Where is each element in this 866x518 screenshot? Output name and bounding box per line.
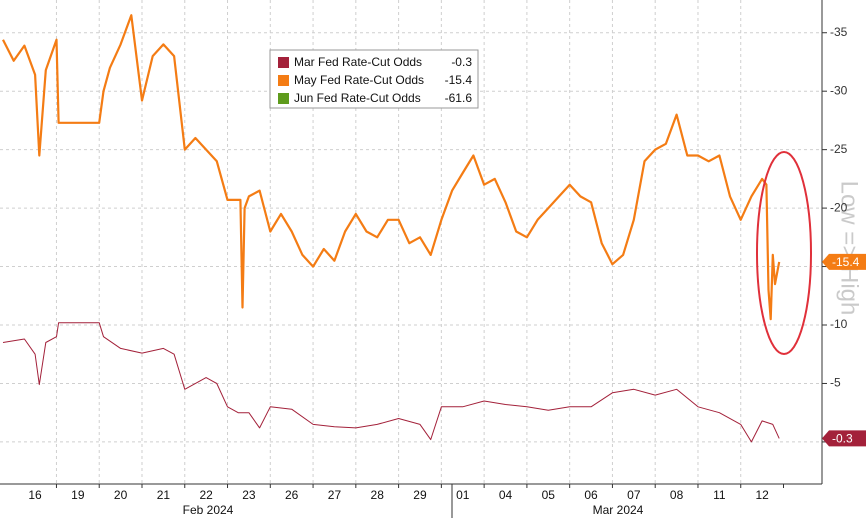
series-line — [2, 322, 780, 443]
legend-label: Mar Fed Rate-Cut Odds — [294, 55, 422, 69]
legend-value: -61.6 — [445, 91, 473, 105]
x-tick-label: 11 — [713, 488, 726, 502]
y-tick-label: -10 — [830, 317, 848, 331]
annotation: Low => High — [836, 181, 863, 316]
plot — [2, 14, 781, 443]
x-tick-label: 07 — [627, 488, 641, 502]
legend-value: -0.3 — [451, 55, 472, 69]
y-tick-label: -5 — [830, 376, 841, 390]
x-tick-label: 29 — [413, 488, 427, 502]
x-tick-label: 04 — [499, 488, 513, 502]
x-tick-label: 26 — [285, 488, 299, 502]
month-label: Mar 2024 — [593, 503, 644, 517]
value-tag-label: -15.4 — [832, 255, 860, 269]
x-tick-label: 22 — [199, 488, 213, 502]
legend-label: Jun Fed Rate-Cut Odds — [294, 91, 421, 105]
x-tick-label: 28 — [371, 488, 385, 502]
value-tag — [822, 253, 866, 270]
x-tick-label: 20 — [114, 488, 128, 502]
axes: 0-5-10-15-20-25-30-351619202122232627282… — [28, 25, 866, 517]
x-tick-label: 16 — [28, 488, 42, 502]
legend-value: -15.4 — [445, 73, 473, 87]
legend-box — [269, 49, 479, 109]
x-tick-label: 19 — [71, 488, 85, 502]
y-tick-label: -20 — [830, 200, 848, 214]
highlight-ellipse — [756, 151, 812, 355]
legend-swatch — [278, 57, 289, 68]
value-tag — [822, 430, 866, 447]
legend-swatch — [278, 93, 289, 104]
y-tick-label: -25 — [830, 142, 848, 156]
x-tick-label: 21 — [157, 488, 171, 502]
legend-swatch — [278, 75, 289, 86]
y-tick-label: -30 — [830, 83, 848, 97]
x-tick-label: 08 — [670, 488, 684, 502]
x-tick-label: 27 — [328, 488, 342, 502]
legend: Mar Fed Rate-Cut Odds -0.3 May Fed Rate-Cu… — [269, 49, 479, 109]
y-tick-label: -35 — [830, 25, 848, 39]
x-tick-label: 05 — [542, 488, 556, 502]
x-tick-label: 12 — [755, 488, 769, 502]
value-tag-label: -0.3 — [832, 432, 853, 446]
month-label: Feb 2024 — [183, 503, 234, 517]
series-line — [2, 14, 781, 321]
x-tick-label: 23 — [242, 488, 256, 502]
x-tick-label: 01 — [456, 488, 470, 502]
x-tick-label: 06 — [584, 488, 598, 502]
legend-label: May Fed Rate-Cut Odds — [294, 73, 424, 87]
